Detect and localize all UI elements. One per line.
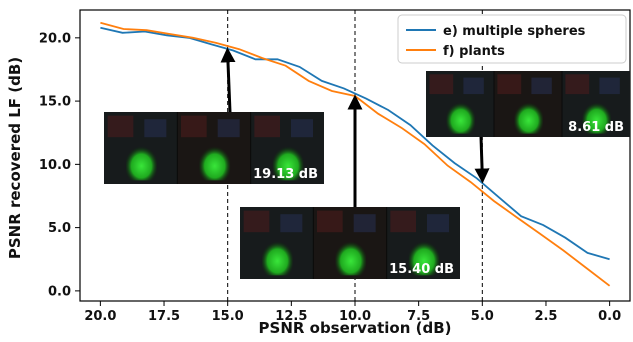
inset-noise bbox=[390, 210, 416, 233]
legend: e) multiple spheres f) plants bbox=[397, 14, 627, 64]
x-tick-label: 15.0 bbox=[212, 309, 244, 324]
y-tick-label: 0.0 bbox=[48, 284, 71, 299]
inset-noise bbox=[280, 214, 303, 233]
inset-noise bbox=[353, 214, 376, 233]
x-tick-label: 12.5 bbox=[275, 309, 307, 324]
inset-noise bbox=[254, 115, 280, 138]
x-tick-label: 2.5 bbox=[534, 309, 557, 324]
x-axis-title: PSNR observation (dB) bbox=[259, 319, 452, 337]
inset-plant bbox=[272, 144, 304, 181]
inset-noise bbox=[565, 74, 590, 95]
x-tick-label: 17.5 bbox=[148, 309, 180, 324]
x-tick-label: 20.0 bbox=[84, 309, 116, 324]
inset-noise bbox=[144, 119, 167, 138]
y-tick-label: 15.0 bbox=[39, 95, 71, 110]
x-tick-label: 0.0 bbox=[598, 309, 621, 324]
inset-plant bbox=[335, 239, 367, 276]
annotation-arrow bbox=[220, 47, 236, 113]
annotation-label: 19.13 dB bbox=[253, 167, 318, 182]
inset-plant bbox=[199, 144, 231, 181]
y-tick-label: 20.0 bbox=[39, 31, 71, 46]
inset-noise bbox=[497, 74, 522, 95]
annotation-label: 8.61 dB bbox=[568, 120, 624, 135]
legend-label-spheres: e) multiple spheres bbox=[443, 24, 586, 39]
inset-noise bbox=[599, 77, 620, 95]
inset-image: 8.61 dB bbox=[426, 71, 630, 137]
y-tick-label: 10.0 bbox=[39, 158, 71, 173]
legend-box bbox=[397, 14, 627, 64]
inset-noise bbox=[531, 77, 552, 95]
x-tick-label: 5.0 bbox=[471, 309, 494, 324]
y-axis-title: PSNR recovered LF (dB) bbox=[6, 57, 24, 259]
inset-noise bbox=[429, 74, 454, 95]
inset-noise bbox=[317, 210, 343, 233]
inset-plant bbox=[446, 100, 475, 134]
x-tick-label: 10.0 bbox=[339, 309, 371, 324]
x-tick-label: 7.5 bbox=[407, 309, 430, 324]
inset-plant bbox=[126, 144, 157, 181]
y-axis: 0.0 5.0 10.0 15.0 20.0 bbox=[39, 31, 80, 299]
legend-label-plants: f) plants bbox=[443, 44, 505, 59]
inset-plant bbox=[262, 239, 293, 276]
inset-noise bbox=[291, 119, 313, 138]
x-axis: 20.0 17.5 15.0 12.5 10.0 7.5 5.0 2.5 0.0 bbox=[84, 301, 621, 324]
inset-noise bbox=[181, 115, 207, 138]
annotation-layer: 19.13 dB 15.40 dB 8.61 dB bbox=[104, 47, 630, 279]
y-tick-label: 5.0 bbox=[48, 221, 71, 236]
inset-image: 15.40 dB bbox=[240, 207, 460, 279]
inset-plant bbox=[514, 100, 543, 134]
inset-noise bbox=[243, 210, 270, 233]
inset-plant bbox=[408, 239, 440, 276]
annotation-label: 15.40 dB bbox=[389, 262, 454, 277]
inset-image: 19.13 dB bbox=[104, 112, 324, 184]
inset-plant bbox=[582, 100, 611, 134]
inset-noise bbox=[217, 119, 240, 138]
annotation-arrow bbox=[474, 136, 490, 184]
inset-noise bbox=[463, 77, 484, 95]
inset-noise bbox=[107, 115, 134, 138]
inset-noise bbox=[427, 214, 449, 233]
